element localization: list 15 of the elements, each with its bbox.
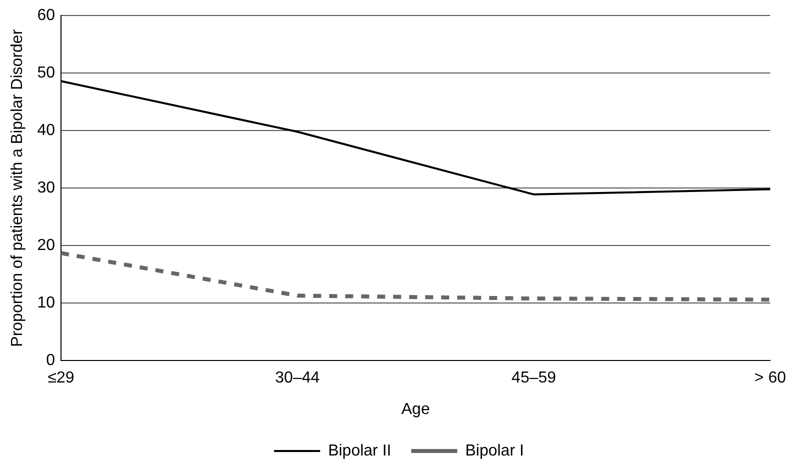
y-tick-label: 0 [46,352,56,370]
x-tick-label: ≤29 [48,370,74,387]
y-tick-label: 40 [37,122,56,140]
y-tick-label: 10 [37,294,56,312]
x-tick-label: 30–44 [275,370,320,387]
y-tick-label: 30 [37,180,56,197]
y-tick-label: 50 [37,64,56,82]
legend-label: Bipolar II [328,442,392,460]
y-tick-label: 60 [37,7,56,24]
x-tick-label: 45–59 [512,370,556,387]
x-tick-label: > 60 [754,370,786,387]
legend-label: Bipolar I [465,442,524,460]
y-axis-title: Proportion of patients with a Bipolar Disorder [9,28,26,347]
x-axis-title: Age [401,400,430,418]
y-tick-label: 20 [37,237,56,254]
